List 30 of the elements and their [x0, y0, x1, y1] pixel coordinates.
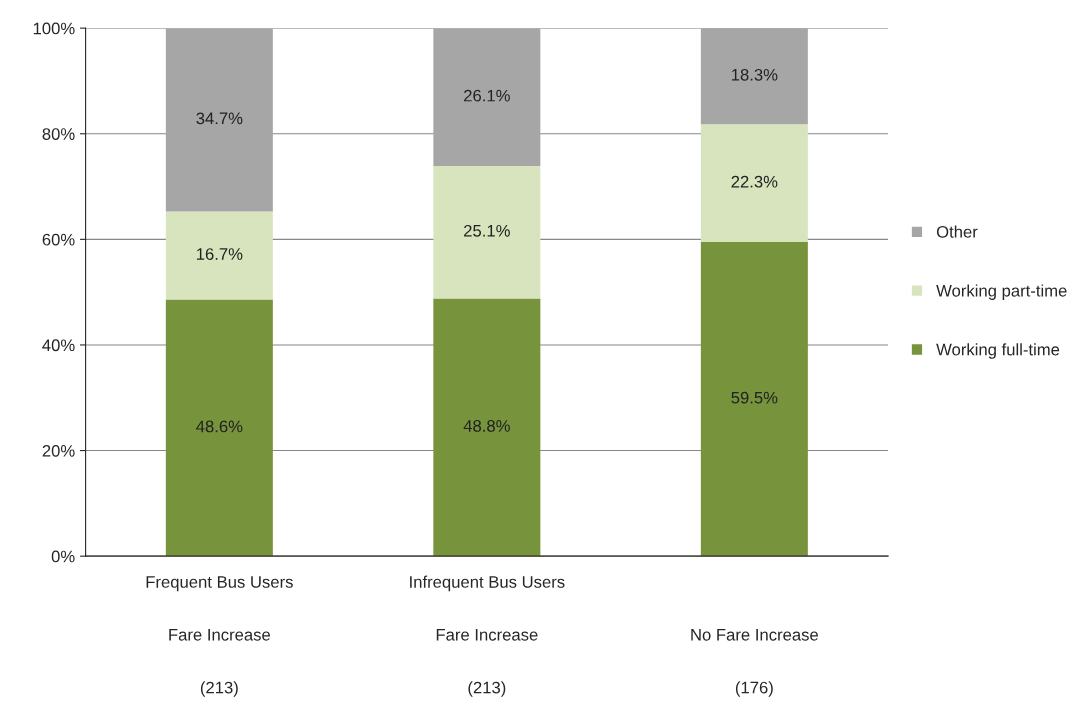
data-label: 16.7%	[196, 248, 243, 260]
category-label: No Fare Increase (176)	[691, 629, 818, 697]
y-tick-label: 20%	[42, 444, 75, 457]
bar	[433, 298, 541, 557]
data-label: 22.3%	[731, 175, 778, 188]
bar	[433, 165, 541, 299]
y-tick-label: 100%	[33, 22, 75, 35]
bar	[700, 242, 808, 557]
bar	[700, 124, 808, 242]
legend-label: Working full-time	[936, 343, 1060, 359]
data-label: 34.7%	[196, 112, 243, 125]
legend-label: Working part-time	[936, 284, 1067, 300]
data-label: 48.6%	[196, 420, 243, 433]
bar	[165, 28, 273, 212]
y-tick-label: 0%	[51, 550, 75, 563]
y-tick-label: 40%	[42, 339, 75, 352]
data-label: 59.5%	[731, 391, 778, 404]
bar	[165, 299, 273, 557]
data-label: 18.3%	[731, 68, 778, 81]
category-label: Frequent Bus Users Fare Increase (213)	[146, 576, 293, 697]
category-label: Infrequent Bus Users Fare Increase (213)	[410, 575, 565, 697]
legend-label: Other	[936, 225, 978, 238]
data-label: 26.1%	[464, 89, 510, 102]
y-tick-label: 80%	[42, 128, 75, 140]
data-label: 25.1%	[464, 224, 510, 237]
bar	[165, 211, 273, 300]
bar	[700, 28, 808, 125]
data-label: 48.8%	[463, 420, 510, 432]
bar	[433, 28, 541, 166]
y-tick-label: 60%	[42, 233, 75, 246]
